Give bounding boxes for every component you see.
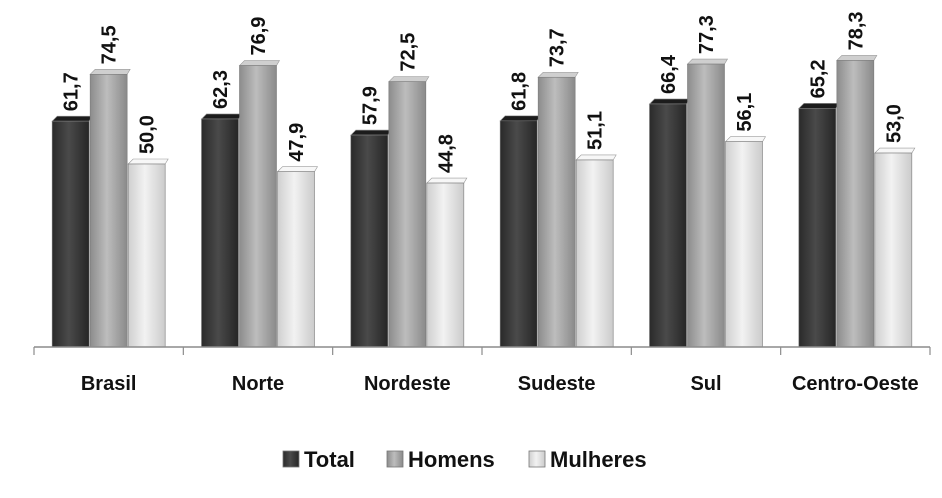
bar-brasil-homens [89, 74, 128, 348]
category-label-norte: Norte [232, 373, 284, 395]
bar-brasil-total [51, 120, 90, 348]
data-label-sul-mulheres: 56,1 [734, 93, 756, 132]
data-label-sudeste-total: 61,8 [509, 72, 531, 111]
legend-swatch-mulheres [528, 450, 546, 468]
data-label-brasil-homens: 74,5 [99, 25, 121, 64]
data-label-nordeste-total: 57,9 [359, 86, 381, 125]
data-label-norte-total: 62,3 [210, 70, 232, 109]
bar-top-sul-homens [686, 58, 729, 65]
bar-sudeste-mulheres [575, 159, 614, 348]
data-label-sul-total: 66,4 [658, 54, 680, 94]
bar-sudeste-total [499, 120, 538, 348]
bar-centro-oeste-homens [836, 60, 875, 348]
category-label-brasil: Brasil [81, 373, 137, 395]
bar-top-centro-oeste-mulheres [874, 147, 916, 154]
bars-layer [51, 55, 916, 348]
bar-sul-homens [687, 63, 725, 348]
bar-norte-total [201, 118, 239, 348]
bar-top-brasil-total [51, 115, 93, 122]
bar-top-sul-mulheres [724, 136, 767, 142]
bar-top-brasil-homens [89, 69, 131, 75]
bar-sudeste-homens [537, 76, 576, 348]
bar-sul-mulheres [725, 141, 763, 348]
bar-top-centro-oeste-total [798, 103, 840, 109]
bar-norte-mulheres [277, 171, 315, 348]
legend-label-homens: Homens [408, 447, 495, 472]
data-label-sudeste-mulheres: 51,1 [585, 111, 607, 150]
data-label-sudeste-homens: 73,7 [547, 28, 569, 67]
bar-top-sudeste-mulheres [575, 154, 617, 161]
data-label-brasil-total: 61,7 [61, 72, 83, 111]
legend-swatch-homens [386, 450, 404, 468]
category-label-sudeste: Sudeste [518, 373, 596, 395]
x-axis: Brasil Norte Nordeste Sudeste Sul Centro-Oest… [33, 346, 931, 395]
bar-top-sudeste-total [499, 115, 541, 122]
bar-top-nordeste-mulheres [426, 177, 468, 184]
category-label-centro-oeste: Centro-Oeste [792, 373, 919, 395]
category-label-nordeste: Nordeste [364, 373, 451, 395]
bar-centro-oeste-mulheres [874, 152, 913, 348]
data-label-brasil-mulheres: 50,0 [137, 115, 159, 154]
bar-top-brasil-mulheres [127, 158, 169, 165]
data-label-nordeste-mulheres: 44,8 [435, 134, 457, 173]
bar-top-centro-oeste-homens [836, 55, 878, 61]
legend-label-mulheres: Mulheres [550, 447, 647, 472]
data-label-centro-oeste-homens: 78,3 [845, 11, 867, 50]
data-label-sul-homens: 77,3 [696, 15, 718, 54]
bar-nordeste-homens [388, 81, 427, 348]
bar-top-nordeste-homens [388, 76, 430, 82]
legend: Total Homens Mulheres [282, 447, 647, 472]
bar-top-sudeste-homens [537, 71, 579, 78]
category-label-sul: Sul [690, 373, 721, 395]
bar-centro-oeste-total [798, 108, 837, 348]
data-label-centro-oeste-mulheres: 53,0 [883, 104, 905, 143]
data-labels-layer: 61,7 74,5 50,0 62,3 76,9 47,9 57,9 72,5 44,8 61,8… [61, 11, 906, 173]
data-label-centro-oeste-total: 65,2 [807, 59, 829, 98]
bar-top-norte-mulheres [276, 166, 319, 172]
bar-top-sul-total [648, 98, 691, 105]
legend-label-total: Total [304, 447, 355, 472]
bar-nordeste-total [350, 134, 389, 348]
bar-nordeste-mulheres [426, 182, 465, 348]
data-label-nordeste-homens: 72,5 [397, 33, 419, 72]
data-label-norte-mulheres: 47,9 [286, 123, 308, 162]
bar-norte-homens [239, 65, 277, 348]
bar-brasil-mulheres [127, 163, 166, 348]
data-label-norte-homens: 76,9 [248, 17, 270, 56]
legend-swatch-total [282, 450, 300, 468]
bar-sul-total [649, 103, 687, 348]
bar-top-nordeste-total [350, 129, 392, 136]
bar-top-norte-total [200, 113, 243, 120]
bar-top-norte-homens [238, 60, 281, 66]
